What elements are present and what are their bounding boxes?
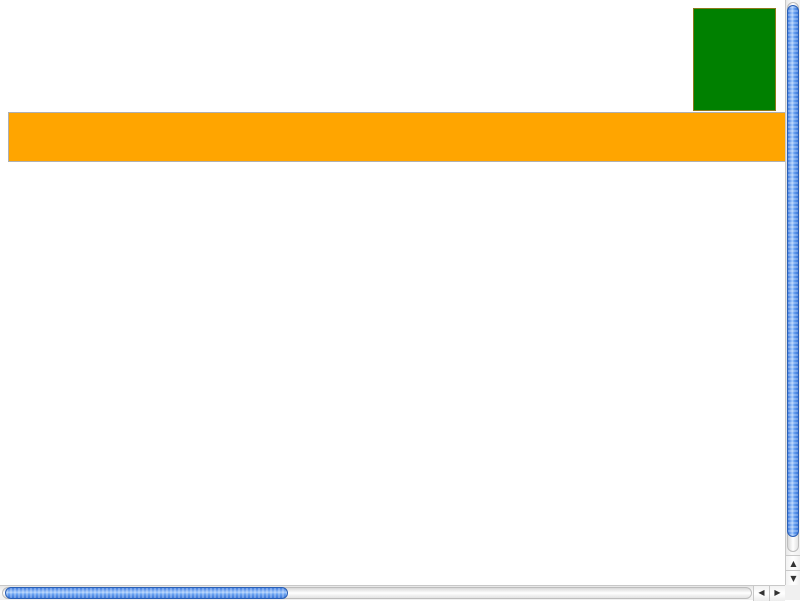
green-box	[693, 8, 776, 111]
horizontal-scrollbar[interactable]: ◀ ▶	[0, 585, 785, 601]
scroll-left-arrow-icon[interactable]: ◀	[753, 586, 769, 601]
scroll-down-arrow-icon[interactable]: ▼	[786, 570, 800, 585]
vertical-scrollbar-thumb[interactable]	[787, 5, 799, 537]
scroll-up-arrow-icon[interactable]: ▲	[786, 555, 800, 570]
orange-bar	[8, 112, 785, 162]
horizontal-scrollbar-thumb[interactable]	[5, 587, 288, 599]
scrollbar-corner	[785, 585, 800, 600]
scroll-right-arrow-icon[interactable]: ▶	[769, 586, 785, 601]
vertical-scrollbar[interactable]: ▲ ▼	[785, 0, 800, 585]
page-viewport	[8, 8, 785, 162]
